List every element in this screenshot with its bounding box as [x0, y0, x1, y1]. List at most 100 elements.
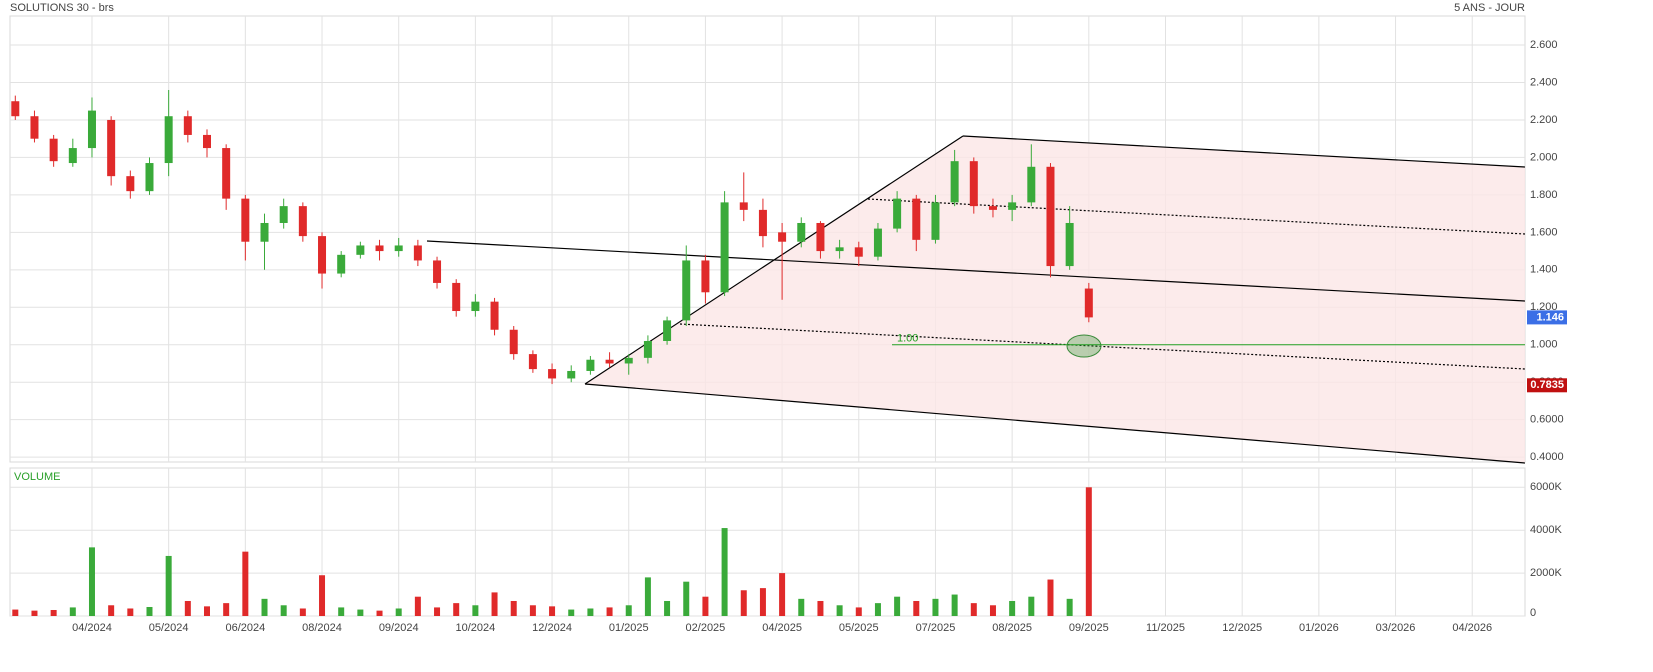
volume-bar [357, 609, 364, 616]
y-tick-label: 0.6000 [1530, 414, 1564, 426]
candle-body [490, 301, 499, 330]
y-tick-label: 4000K [1530, 524, 1562, 536]
candle-body [778, 232, 787, 242]
volume-title: VOLUME [14, 471, 60, 483]
candle-body [433, 260, 442, 283]
trendline [426, 240, 1526, 302]
candle-body [739, 202, 748, 210]
volume-bar [1009, 600, 1016, 616]
candle-body [624, 357, 633, 364]
volume-bar [453, 603, 460, 616]
candle-body [471, 301, 480, 312]
volume-bar [395, 608, 402, 616]
candle-body [356, 245, 365, 255]
price-marker [1527, 378, 1567, 393]
volume-bar [932, 598, 939, 616]
volume-bar [472, 605, 479, 616]
candle-body [701, 260, 710, 293]
x-tick-label: 08/2025 [992, 622, 1032, 634]
candle-body [567, 370, 576, 379]
y-tick-label: 1.000 [1530, 339, 1558, 351]
volume-bar [1028, 596, 1035, 616]
candle-body [11, 101, 20, 117]
volume-bar [798, 598, 805, 616]
volume-bar [1066, 598, 1073, 616]
volume-bar [31, 610, 38, 616]
price-marker-label: 0.7835 [1530, 379, 1564, 391]
volume-bar [223, 603, 230, 616]
level-label: 1.00 [897, 333, 918, 345]
candle-body [835, 247, 844, 252]
y-tick-label: 0 [1530, 607, 1536, 619]
candle-body [643, 340, 652, 358]
candle-body [797, 222, 806, 242]
candle-body [318, 236, 327, 274]
volume-bar [779, 573, 786, 616]
candle-body [1084, 288, 1093, 318]
y-tick-label: 2.200 [1530, 114, 1558, 126]
candle-body [1027, 166, 1036, 203]
candle-body [49, 138, 58, 162]
candle-body [413, 245, 422, 261]
volume-bar [683, 581, 690, 616]
candle-body [30, 116, 39, 139]
volume-bar [989, 605, 996, 616]
x-tick-label: 08/2024 [302, 622, 342, 634]
volume-bar [319, 575, 326, 616]
candle-body [893, 198, 902, 229]
volume-bar [88, 547, 95, 616]
price-marker [1527, 310, 1567, 325]
volume-bar [568, 609, 575, 616]
volume-bar [491, 592, 498, 616]
volume-bar [376, 610, 383, 616]
volume-bar [510, 600, 517, 616]
candle-body [222, 148, 231, 199]
volume-bar [894, 596, 901, 616]
volume-bar [1085, 487, 1092, 616]
candle-body [586, 359, 595, 371]
volume-bar [664, 600, 671, 616]
price-marker-label: 1.146 [1536, 311, 1564, 323]
y-tick-label: 2.000 [1530, 151, 1558, 163]
volume-bar [204, 606, 210, 616]
candle-body [375, 245, 384, 252]
y-tick-label: 2.400 [1530, 76, 1558, 88]
x-tick-label: 12/2024 [532, 622, 572, 634]
candle-body [1065, 222, 1074, 267]
volume-bar [12, 609, 19, 616]
candle-body [126, 176, 135, 192]
candle-body [988, 206, 997, 210]
y-tick-label: 1.400 [1530, 264, 1558, 276]
highlight-ellipse [1066, 334, 1102, 358]
candle-body [1046, 166, 1055, 267]
volume-bar [261, 598, 268, 616]
candle-body [279, 206, 288, 223]
candle-body [241, 198, 250, 242]
volume-bar [817, 600, 824, 616]
candle-body [337, 254, 346, 274]
candle-body [1008, 202, 1017, 210]
x-tick-label: 01/2025 [609, 622, 649, 634]
candle-body [394, 245, 403, 252]
volume-bar [242, 551, 249, 616]
candle-body [87, 110, 96, 149]
candle-body [758, 209, 767, 237]
candle-body [145, 163, 154, 192]
candle-body [528, 354, 537, 370]
volume-bar [702, 596, 709, 616]
y-tick-label: 6000K [1530, 481, 1562, 493]
x-tick-label: 03/2026 [1376, 622, 1416, 634]
x-tick-label: 10/2024 [455, 622, 495, 634]
x-tick-label: 05/2024 [149, 622, 189, 634]
y-tick-label: 1.800 [1530, 189, 1558, 201]
volume-bar [951, 594, 958, 616]
volume-bar [338, 607, 345, 616]
trendline [679, 323, 1526, 370]
volume-bar [184, 600, 191, 616]
volume-bar [740, 590, 747, 616]
volume-bar [606, 607, 613, 616]
volume-bar [50, 609, 57, 616]
volume-bar [759, 588, 766, 616]
x-tick-label: 04/2025 [762, 622, 802, 634]
